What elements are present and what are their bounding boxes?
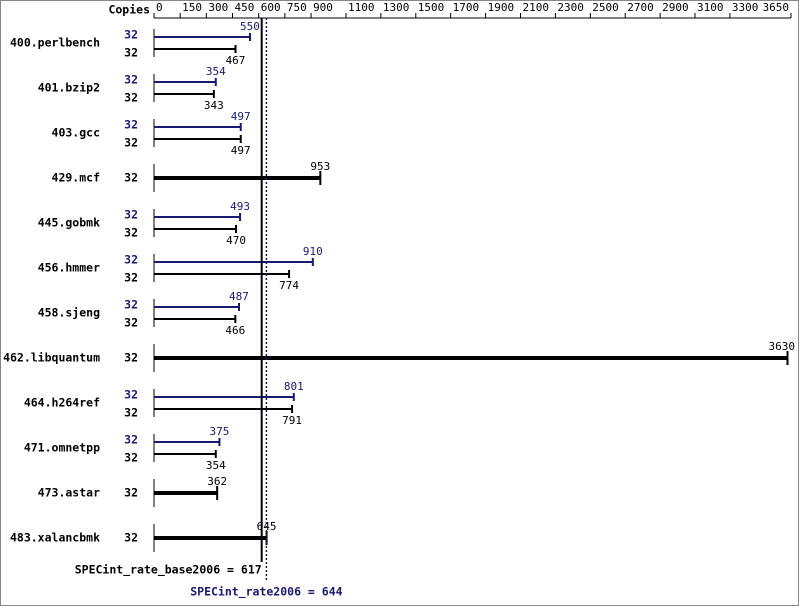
benchmark-name: 445.gobmk <box>38 216 100 230</box>
copies: 32 <box>124 253 138 267</box>
value-label: 910 <box>303 245 323 258</box>
copies: 32 <box>124 298 138 312</box>
x-tick-label: 1900 <box>488 1 515 14</box>
reference-label: SPECint_rate2006 = 644 <box>190 585 342 600</box>
copies: 32 <box>124 91 138 105</box>
value-label: 774 <box>279 279 299 292</box>
value-label: 550 <box>240 20 260 33</box>
x-tick-label: 2700 <box>627 1 654 14</box>
value-label: 362 <box>207 475 227 488</box>
copies: 32 <box>124 136 138 150</box>
value-label: 466 <box>225 324 245 337</box>
x-tick-label: 150 <box>182 1 202 14</box>
x-tick-label: 1700 <box>453 1 480 14</box>
x-tick-label: 3300 <box>732 1 759 14</box>
value-label: 467 <box>226 54 246 67</box>
copies: 32 <box>124 73 138 87</box>
copies: 32 <box>124 351 138 365</box>
x-tick-label: 1100 <box>348 1 375 14</box>
x-tick-label: 0 <box>156 1 163 14</box>
x-tick-label: 1500 <box>418 1 445 14</box>
x-tick-label: 450 <box>235 1 255 14</box>
reference-label: SPECint_rate_base2006 = 617 <box>75 563 262 578</box>
x-tick-label: 2900 <box>662 1 689 14</box>
copies: 32 <box>124 451 138 465</box>
benchmark-name: 403.gcc <box>52 126 100 140</box>
value-label: 497 <box>231 144 251 157</box>
value-label: 497 <box>231 110 251 123</box>
copies: 32 <box>124 46 138 60</box>
benchmark-name: 458.sjeng <box>38 306 100 320</box>
benchmark-name: 429.mcf <box>52 171 101 185</box>
benchmark-name: 400.perlbench <box>10 36 100 50</box>
x-tick-label: 750 <box>287 1 307 14</box>
copies: 32 <box>124 486 138 500</box>
copies: 32 <box>124 531 138 545</box>
copies: 32 <box>124 316 138 330</box>
benchmark-name: 456.hmmer <box>38 261 100 275</box>
x-tick-label: 3650 <box>763 1 790 14</box>
x-tick-label: 300 <box>208 1 228 14</box>
value-label: 375 <box>210 425 230 438</box>
value-label: 343 <box>204 99 224 112</box>
copies: 32 <box>124 226 138 240</box>
x-tick-label: 2300 <box>557 1 584 14</box>
copies: 32 <box>124 171 138 185</box>
benchmark-name: 401.bzip2 <box>38 81 100 95</box>
x-tick-label: 1300 <box>383 1 410 14</box>
copies: 32 <box>124 406 138 420</box>
benchmark-name: 471.omnetpp <box>24 441 100 455</box>
x-tick-label: 600 <box>261 1 281 14</box>
value-label: 3630 <box>769 340 796 353</box>
value-label: 354 <box>206 65 226 78</box>
value-label: 487 <box>229 290 249 303</box>
value-label: 801 <box>284 380 304 393</box>
x-tick-label: 2500 <box>592 1 619 14</box>
value-label: 791 <box>282 414 302 427</box>
copies: 32 <box>124 433 138 447</box>
benchmark-name: 473.astar <box>38 486 100 500</box>
x-tick-label: 2100 <box>522 1 549 14</box>
x-axis-title: Copies <box>108 3 150 17</box>
benchmark-name: 464.h264ref <box>24 396 100 410</box>
x-tick-label: 900 <box>313 1 333 14</box>
copies: 32 <box>124 28 138 42</box>
benchmark-name: 462.libquantum <box>3 351 100 365</box>
value-label: 354 <box>206 459 226 472</box>
copies: 32 <box>124 271 138 285</box>
copies: 32 <box>124 388 138 402</box>
value-label: 470 <box>226 234 246 247</box>
value-label: 953 <box>310 160 330 173</box>
benchmark-name: 483.xalancbmk <box>10 531 100 545</box>
x-tick-label: 3100 <box>697 1 724 14</box>
value-label: 493 <box>230 200 250 213</box>
copies: 32 <box>124 208 138 222</box>
copies: 32 <box>124 118 138 132</box>
